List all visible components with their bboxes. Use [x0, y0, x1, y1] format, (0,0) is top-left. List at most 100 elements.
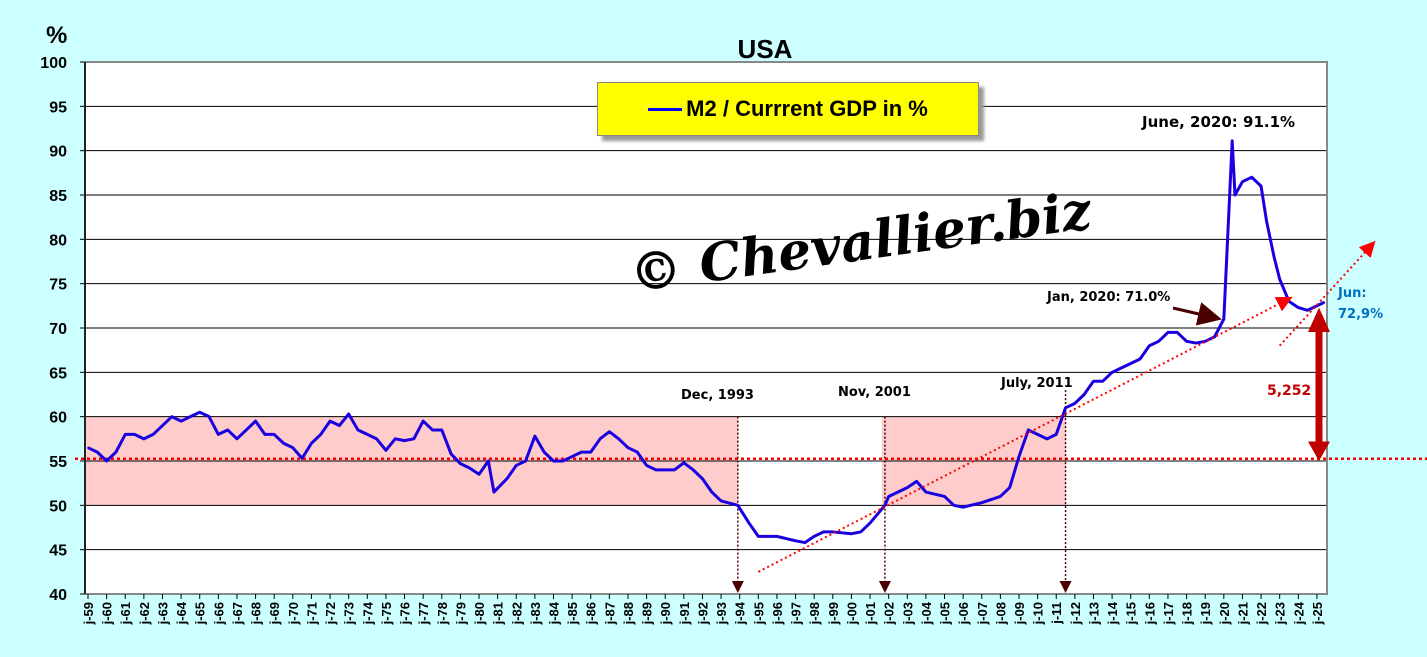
data-point — [1195, 342, 1197, 344]
x-tick-label: j-83 — [528, 602, 543, 625]
data-point — [226, 429, 229, 431]
data-point — [347, 413, 350, 415]
legend-swatch — [648, 107, 683, 111]
data-point — [198, 411, 201, 414]
data-point — [571, 455, 573, 458]
data-point — [1223, 318, 1225, 320]
marker-label-1993: Dec, 1993 — [681, 388, 754, 403]
data-point — [1306, 309, 1309, 312]
data-point — [1018, 455, 1020, 458]
data-point — [859, 531, 862, 533]
data-point — [645, 464, 648, 467]
jan2020-annotation: Jan, 2020: 71.0% — [1047, 290, 1171, 305]
data-point — [1273, 256, 1275, 258]
data-point — [915, 480, 918, 483]
x-tick-label: j-24 — [1291, 601, 1306, 625]
x-tick-label: j-89 — [640, 602, 655, 625]
data-point — [208, 415, 210, 418]
data-point — [1288, 300, 1290, 303]
peak-annotation: June, 2020: 91.1% — [1142, 113, 1296, 131]
x-tick-label: j-62 — [137, 602, 152, 625]
x-tick-label: j-66 — [211, 602, 226, 625]
x-tick-label: j-99 — [826, 602, 841, 625]
data-point — [493, 491, 495, 493]
legend: M2 / Currrent GDP in % — [597, 82, 979, 136]
data-point — [245, 429, 248, 431]
data-point — [1185, 340, 1188, 343]
data-point — [925, 491, 927, 493]
x-tick-label: j-02 — [882, 602, 897, 625]
y-tick-label: 90 — [49, 144, 67, 161]
data-point — [236, 438, 238, 440]
x-tick-label: j-22 — [1254, 602, 1269, 625]
data-point — [459, 462, 462, 465]
data-point — [1231, 140, 1233, 142]
data-point — [692, 469, 694, 471]
x-tick-label: j-14 — [1105, 601, 1120, 625]
data-point — [87, 446, 89, 449]
data-point — [943, 495, 946, 498]
data-point — [431, 429, 434, 431]
x-tick-label: j-05 — [938, 602, 953, 625]
data-point — [813, 535, 815, 538]
data-point — [599, 438, 601, 440]
x-tick-label: j-70 — [286, 602, 301, 625]
x-tick-label: j-23 — [1273, 602, 1288, 625]
data-point — [1111, 371, 1113, 374]
data-point — [524, 460, 527, 462]
data-point — [133, 433, 136, 436]
x-tick-label: j-19 — [1198, 602, 1213, 625]
y-tick-label: 80 — [49, 232, 67, 249]
data-point — [217, 433, 220, 436]
data-point — [282, 442, 285, 445]
data-point — [1278, 278, 1281, 281]
x-tick-label: j-18 — [1180, 602, 1195, 625]
data-point — [1176, 331, 1179, 334]
data-point — [1064, 407, 1067, 409]
data-point — [617, 438, 620, 440]
data-point — [757, 535, 760, 538]
data-point — [701, 477, 704, 480]
data-point — [683, 461, 685, 464]
x-tick-label: j-92 — [695, 602, 710, 625]
x-tick-label: j-25 — [1310, 602, 1325, 625]
x-tick-label: j-59 — [81, 602, 96, 625]
x-tick-label: j-09 — [1012, 602, 1027, 625]
y-tick-label: 70 — [49, 321, 67, 338]
data-point — [804, 541, 806, 544]
data-point — [413, 438, 415, 440]
data-point — [319, 433, 322, 436]
x-tick-label: j-77 — [416, 602, 431, 625]
data-point — [999, 495, 1002, 498]
x-tick-label: j-71 — [304, 602, 319, 625]
data-point — [440, 429, 443, 431]
x-tick-label: j-67 — [230, 602, 245, 625]
x-tick-label: j-98 — [807, 602, 822, 625]
y-tick-label: 55 — [49, 454, 67, 471]
data-point — [96, 451, 99, 453]
data-point — [1213, 336, 1216, 338]
x-tick-label: j-79 — [453, 602, 468, 625]
data-point — [1241, 180, 1244, 183]
data-point — [748, 522, 750, 524]
legend-label: M2 / Currrent GDP in % — [686, 96, 928, 121]
x-tick-label: j-84 — [547, 601, 562, 625]
data-point — [720, 500, 722, 502]
x-tick-label: j-85 — [565, 602, 580, 625]
data-point — [589, 451, 592, 453]
data-point — [580, 451, 583, 453]
data-point — [636, 451, 639, 453]
data-point — [124, 433, 127, 436]
data-point — [1008, 486, 1011, 489]
data-point — [1139, 358, 1141, 360]
data-point — [1297, 306, 1300, 309]
data-point — [664, 469, 667, 471]
data-point — [515, 464, 518, 467]
data-point — [1167, 331, 1169, 334]
jan2020-arrow — [1172, 302, 1222, 326]
last-label: Jun: — [1338, 286, 1367, 301]
x-tick-label: j-94 — [733, 601, 748, 625]
data-point — [301, 457, 303, 460]
y-tick-label: 85 — [49, 188, 67, 205]
